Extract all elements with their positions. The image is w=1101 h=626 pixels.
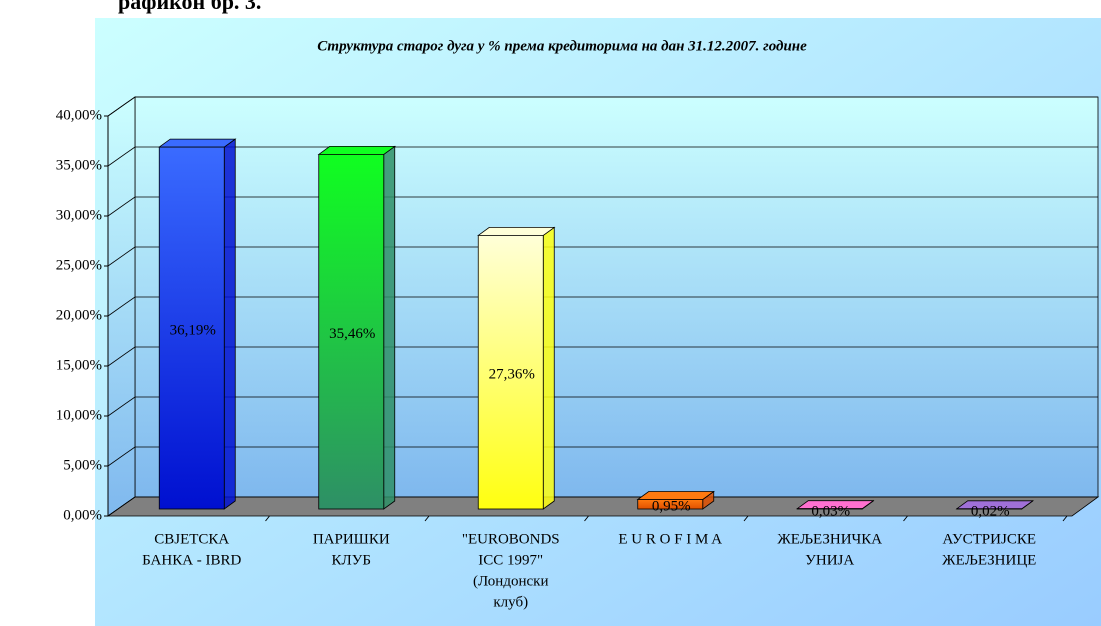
- data-label: 0,03%: [811, 503, 850, 519]
- bar-top: [158, 138, 237, 148]
- bar: [637, 499, 704, 510]
- grid-line: [107, 96, 136, 117]
- x-tick-label: АУСТРИЈСКЕ: [943, 531, 1037, 547]
- data-label: 36,19%: [170, 322, 216, 338]
- x-tick-label: ICC 1997": [478, 552, 543, 568]
- category-tick: [424, 515, 430, 522]
- grid-line: [107, 196, 136, 217]
- category-tick: [743, 515, 749, 522]
- category-tick: [903, 515, 908, 522]
- data-label: 0,95%: [652, 499, 691, 515]
- data-label: 35,46%: [329, 326, 375, 342]
- y-tick-label: 5,00%: [63, 457, 102, 473]
- grid-line: [107, 496, 136, 517]
- y-tick-label: 40,00%: [56, 107, 102, 123]
- y-tick-label: 10,00%: [56, 407, 102, 423]
- bar: [477, 234, 544, 510]
- grid-line: [107, 396, 136, 417]
- y-tick-label: 25,00%: [56, 257, 102, 273]
- x-tick-label: E U R O F I M A: [618, 531, 722, 547]
- x-tick-label: "EUROBONDS: [462, 531, 560, 547]
- category-tick: [1062, 515, 1068, 522]
- data-label: 0,02%: [971, 503, 1010, 519]
- category-tick: [265, 515, 270, 522]
- x-tick-label: УНИЈА: [805, 552, 854, 568]
- x-tick-label: клуб): [493, 594, 528, 610]
- grid-line: [107, 296, 136, 317]
- data-label: 27,36%: [489, 367, 535, 383]
- y-tick-label: 0,00%: [63, 507, 102, 523]
- floor: [106, 496, 1100, 517]
- bar-side: [542, 226, 555, 510]
- x-tick-label: КЛУБ: [332, 552, 371, 568]
- y-tick-label: 35,00%: [56, 157, 102, 173]
- bar: [158, 146, 225, 510]
- y-tick-label: 30,00%: [56, 207, 102, 223]
- grid-line: [107, 246, 136, 267]
- bar-top: [317, 145, 396, 155]
- x-tick-label: (Лондонски: [473, 573, 548, 589]
- grid-line: [107, 146, 136, 167]
- grid-line: [107, 346, 136, 367]
- x-tick-label: ПАРИШКИ: [313, 531, 390, 547]
- chart-title: Структура старог дуга у % према кредитор…: [317, 38, 807, 54]
- grid-line: [107, 446, 136, 467]
- bar: [318, 153, 385, 510]
- x-tick-label: ЖЕЉЕЗНИЧКА: [777, 531, 882, 547]
- heading: рафикон бр. 3.: [118, 0, 261, 14]
- y-tick-label: 20,00%: [56, 307, 102, 323]
- category-tick: [584, 515, 589, 522]
- bar-top: [477, 226, 556, 236]
- bar-side: [223, 138, 236, 510]
- x-tick-label: СВЈЕТСКА: [154, 531, 229, 547]
- bar-side: [383, 145, 396, 510]
- y-tick-label: 15,00%: [56, 357, 102, 373]
- x-tick-label: ЖЕЉЕЗНИЦЕ: [942, 552, 1036, 568]
- x-tick-label: БАНКА - IBRD: [142, 552, 241, 568]
